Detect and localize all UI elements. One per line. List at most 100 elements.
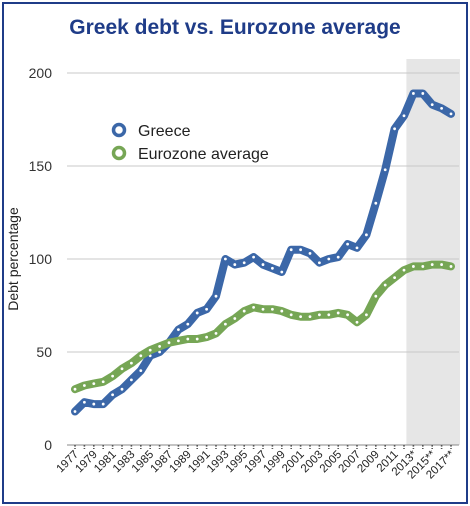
data-point <box>271 307 274 311</box>
data-point <box>355 320 359 324</box>
forecast-shaded-region <box>406 59 460 445</box>
data-point <box>374 294 378 298</box>
y-tick-label: 0 <box>44 437 52 453</box>
data-point <box>233 317 237 320</box>
data-point <box>224 257 227 261</box>
data-point <box>440 106 443 110</box>
data-point <box>205 335 209 339</box>
data-point <box>233 263 237 266</box>
legend-label: Greece <box>138 123 191 140</box>
data-point <box>449 265 453 268</box>
data-point <box>374 201 378 205</box>
data-point <box>318 313 321 317</box>
data-point <box>111 393 114 397</box>
data-point <box>130 378 133 382</box>
legend-item: Eurozone average <box>111 145 269 163</box>
data-point <box>224 322 227 326</box>
data-point <box>327 313 331 317</box>
y-tick-label: 100 <box>29 251 53 267</box>
data-point <box>346 242 349 246</box>
y-tick-label: 150 <box>29 158 53 174</box>
data-point <box>355 246 359 250</box>
y-tick-label: 50 <box>36 344 52 360</box>
data-point <box>289 248 293 252</box>
x-axis-ticks: 1977197919811983198519871989199119931995… <box>55 445 457 482</box>
data-point <box>252 255 256 259</box>
chart-title: Greek debt vs. Eurozone average <box>69 16 401 39</box>
y-tick-label: 200 <box>29 65 53 81</box>
data-point <box>383 168 387 172</box>
data-point <box>261 263 265 266</box>
data-point <box>308 252 312 255</box>
data-point <box>289 313 293 317</box>
data-point <box>421 265 425 268</box>
data-point <box>402 268 406 272</box>
y-axis-label: Debt percentage <box>5 207 21 311</box>
data-point <box>214 332 218 335</box>
data-point <box>449 112 453 116</box>
data-point <box>73 410 77 413</box>
data-point <box>242 309 246 313</box>
data-point <box>120 367 124 371</box>
data-point <box>299 248 302 252</box>
data-point <box>177 339 180 343</box>
data-point <box>421 92 425 95</box>
series-eurozone <box>71 260 455 394</box>
series-line <box>71 260 455 394</box>
data-point <box>101 380 105 384</box>
data-point <box>158 345 162 348</box>
data-point <box>120 387 124 391</box>
data-point <box>101 402 105 406</box>
data-point <box>83 384 86 387</box>
data-point <box>186 337 190 341</box>
y-axis-ticks: 0 50 100 150 200 <box>29 65 53 453</box>
data-point <box>336 255 340 259</box>
data-point <box>393 276 396 279</box>
data-point <box>393 127 396 131</box>
data-point <box>195 311 199 315</box>
series-lines <box>71 89 455 416</box>
data-point <box>271 266 274 270</box>
data-point <box>139 369 143 372</box>
data-point <box>205 307 209 311</box>
data-point <box>130 361 133 365</box>
data-point <box>92 382 96 386</box>
data-point <box>402 114 406 118</box>
data-point <box>111 374 114 378</box>
data-point <box>430 103 434 107</box>
data-point <box>139 354 143 358</box>
data-point <box>148 348 152 352</box>
data-point <box>308 315 312 319</box>
gridlines <box>67 72 459 446</box>
data-point <box>83 400 86 404</box>
data-point <box>318 261 321 265</box>
data-point <box>440 263 443 266</box>
data-point <box>261 307 265 311</box>
legend-item: Greece <box>111 122 191 140</box>
data-point <box>327 257 331 261</box>
data-point <box>280 309 284 313</box>
data-point <box>412 265 415 268</box>
data-point <box>195 337 199 341</box>
data-point <box>73 387 77 391</box>
legend-marker <box>111 122 127 138</box>
data-point <box>412 92 415 95</box>
data-point <box>336 311 340 315</box>
data-point <box>167 341 171 345</box>
data-point <box>177 328 180 332</box>
data-point <box>158 350 162 354</box>
legend-marker <box>111 145 127 161</box>
data-point <box>186 322 190 326</box>
data-point <box>365 313 368 317</box>
data-point <box>383 283 387 287</box>
data-point <box>280 270 284 274</box>
data-point <box>365 233 368 237</box>
data-point <box>92 402 96 406</box>
data-point <box>299 315 302 319</box>
data-point <box>346 313 349 317</box>
data-point <box>214 294 218 298</box>
data-point <box>252 305 256 309</box>
legend: Greece Eurozone average <box>111 122 269 163</box>
